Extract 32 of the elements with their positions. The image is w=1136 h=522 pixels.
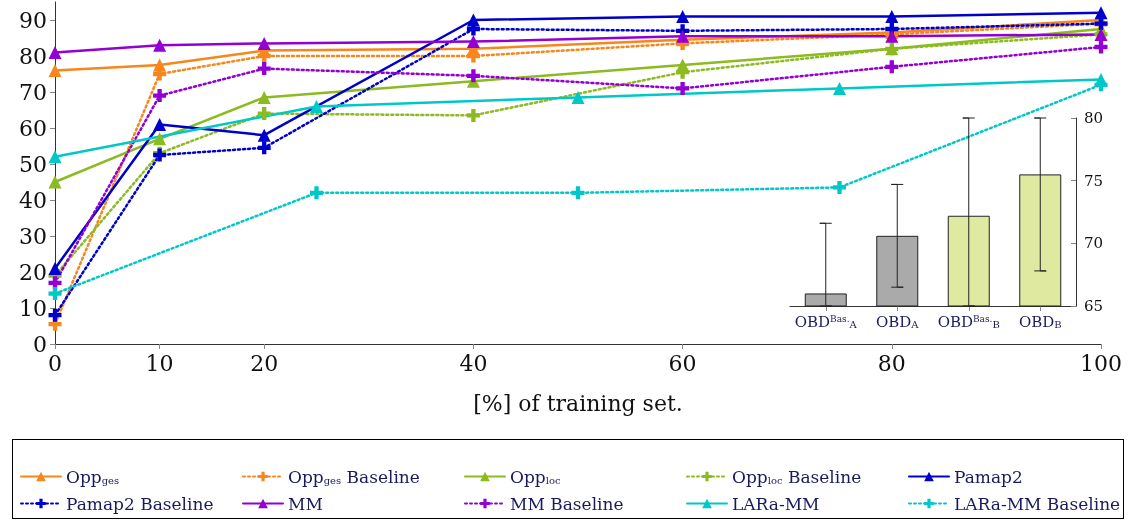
y-tick-label: 0 (33, 331, 47, 357)
x-tick-label: OBDA (875, 312, 920, 331)
x-axis-title: [%] of training set. (473, 390, 683, 416)
legend-label: MM Baseline (510, 493, 624, 514)
y-tick-label: 80 (1084, 109, 1104, 127)
x-tick-label: 80 (877, 350, 906, 376)
y-tick-label: 80 (19, 43, 47, 69)
y-tick-label: 30 (19, 223, 47, 249)
y-tick-label: 65 (1084, 297, 1104, 315)
y-tick-label: 50 (19, 151, 47, 177)
legend-label: LARa-MM Baseline (954, 493, 1121, 514)
legend-label: LARa-MM (732, 493, 820, 514)
y-tick-label: 20 (19, 259, 47, 285)
y-tick-label: 75 (1084, 171, 1104, 190)
x-tick-label: 20 (250, 350, 279, 376)
x-tick-label: 60 (668, 350, 697, 376)
x-tick-label: 100 (1080, 350, 1122, 376)
y-tick-label: 70 (1084, 234, 1104, 253)
legend-label: Opploc Baseline (732, 466, 862, 487)
legend-label: MM (288, 493, 323, 514)
y-tick-label: 60 (19, 115, 47, 141)
x-tick-label: OBDB (1018, 312, 1062, 331)
x-tick-label: 10 (145, 350, 174, 376)
y-tick-label: 40 (19, 187, 47, 213)
y-tick-label: 70 (19, 79, 47, 105)
legend-label: Opploc (510, 466, 561, 487)
legend-label: Pamap2 Baseline (66, 493, 214, 514)
x-tick-label: 40 (459, 350, 488, 376)
y-tick-label: 90 (19, 7, 47, 33)
legend-label: Pamap2 (954, 466, 1023, 487)
legend-label: Oppges (66, 466, 120, 487)
legend-label: Oppges Baseline (288, 466, 420, 487)
